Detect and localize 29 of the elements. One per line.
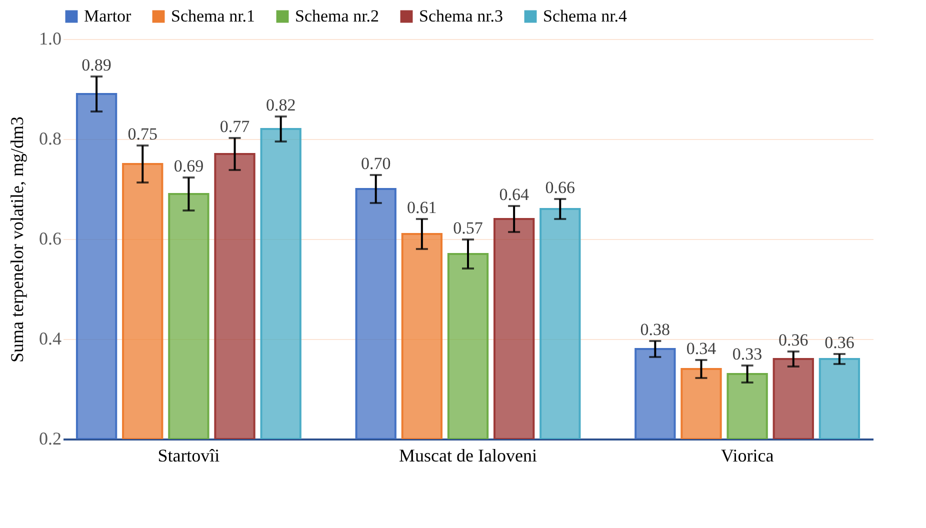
- y-axis-title: Suma terpenelor volatile, mg/dm3: [7, 116, 27, 362]
- x-tick-label: Startovîi: [158, 446, 220, 466]
- data-label: 0.33: [732, 344, 762, 364]
- data-label: 0.89: [82, 56, 112, 74]
- legend-label: Schema nr.2: [295, 6, 380, 26]
- legend-label: Schema nr.1: [171, 6, 256, 26]
- x-tick-label: Muscat de Ialoveni: [399, 446, 537, 466]
- data-label: 0.38: [640, 320, 670, 339]
- y-tick-label: 0.2: [39, 428, 62, 448]
- data-label: 0.75: [128, 124, 158, 144]
- data-label: 0.36: [824, 333, 854, 352]
- data-label: 0.82: [266, 96, 296, 114]
- y-tick-label: 0.8: [39, 128, 62, 148]
- data-label: 0.70: [360, 154, 391, 173]
- data-label: 0.64: [499, 185, 530, 204]
- y-tick-label: 1.0: [39, 28, 62, 48]
- legend-label: Martor: [84, 6, 132, 26]
- data-label: 0.66: [545, 178, 576, 197]
- data-label: 0.61: [407, 198, 437, 217]
- data-label: 0.69: [174, 156, 204, 176]
- data-label: 0.34: [686, 339, 717, 358]
- x-tick-label: Viorica: [720, 446, 774, 466]
- legend-label: Schema nr.3: [419, 6, 504, 26]
- data-label: 0.36: [778, 330, 808, 350]
- data-label: 0.77: [220, 117, 250, 136]
- y-tick-label: 0.6: [39, 228, 62, 248]
- y-tick-label: 0.4: [39, 328, 62, 348]
- data-label: 0.57: [453, 218, 484, 238]
- legend-label: Schema nr.4: [543, 6, 628, 26]
